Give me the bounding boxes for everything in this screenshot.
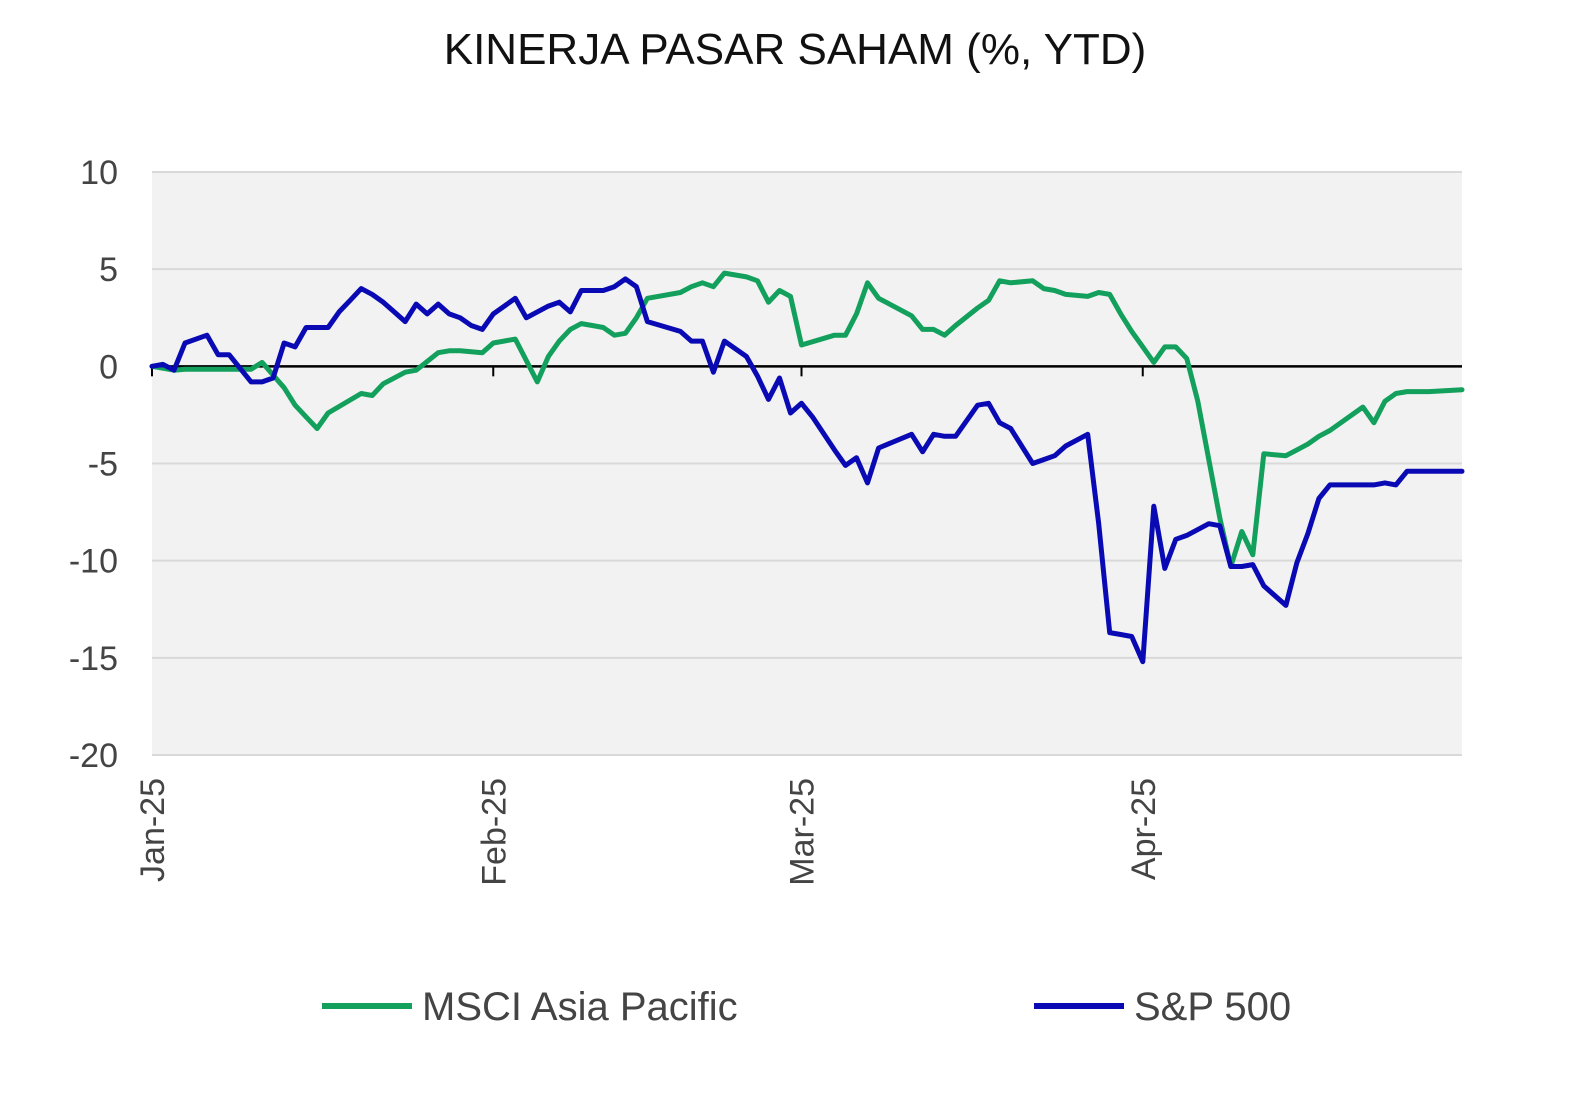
x-tick-label: Jan-25 bbox=[134, 778, 172, 882]
y-tick-label: -20 bbox=[69, 737, 118, 775]
series-line-0 bbox=[149, 270, 1465, 569]
x-tick-label: Apr-25 bbox=[1125, 778, 1163, 880]
series-lines bbox=[149, 270, 1465, 665]
x-axis-ticks: Jan-25 Feb-25 Mar-25 Apr-25 bbox=[134, 366, 1163, 886]
legend-label: MSCI Asia Pacific bbox=[422, 985, 738, 1029]
chart-title: KINERJA PASAR SAHAM (%, YTD) bbox=[444, 25, 1147, 74]
y-tick-label: -10 bbox=[69, 543, 118, 581]
y-tick-label: -5 bbox=[88, 446, 118, 484]
y-tick-label: 0 bbox=[99, 348, 118, 386]
x-tick-label: Mar-25 bbox=[783, 778, 821, 886]
gridlines bbox=[152, 171, 1462, 756]
x-tick-label: Feb-25 bbox=[475, 778, 513, 886]
legend: MSCI Asia Pacific S&P 500 bbox=[322, 985, 1291, 1029]
y-tick-label: -15 bbox=[69, 640, 118, 678]
legend-label: S&P 500 bbox=[1134, 985, 1291, 1029]
y-axis-ticks: 10 5 0 -5 -10 -15 -20 bbox=[69, 154, 118, 775]
y-tick-label: 5 bbox=[99, 251, 118, 289]
series-line-1 bbox=[149, 276, 1465, 665]
y-tick-label: 10 bbox=[80, 154, 118, 192]
